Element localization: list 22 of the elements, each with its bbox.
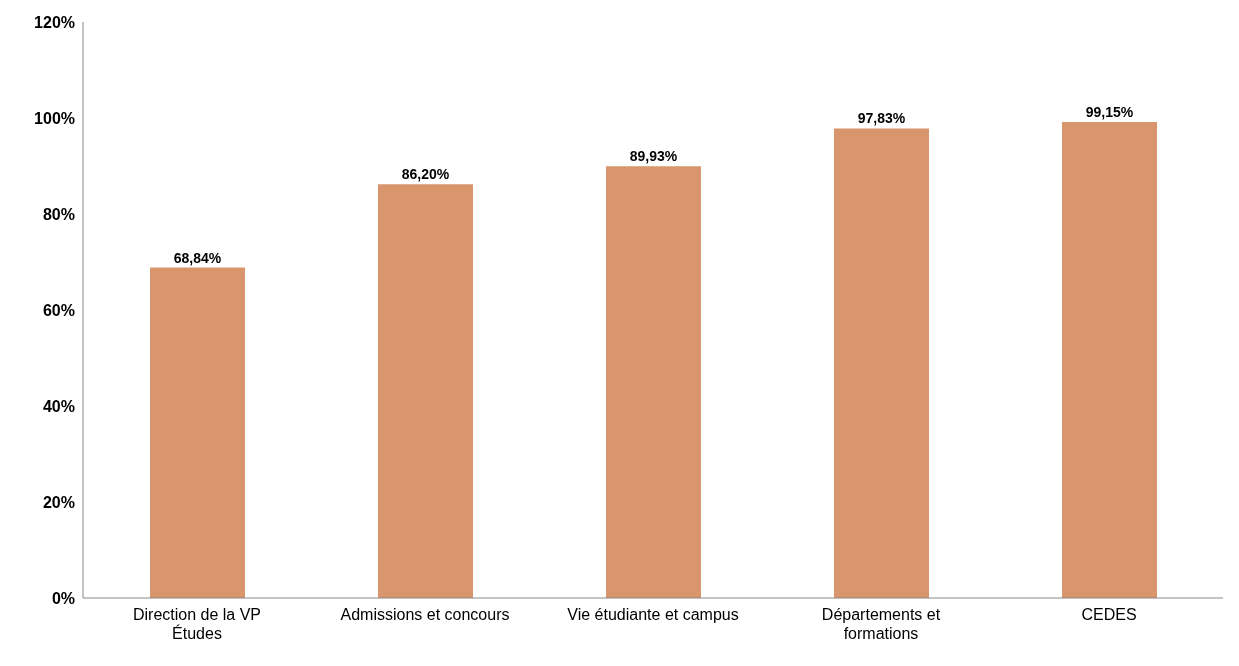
data-label: 97,83% xyxy=(857,110,906,127)
x-tick-label: Direction de la VP Études xyxy=(132,606,262,642)
bar xyxy=(150,267,245,598)
x-tick-label: CEDES xyxy=(1081,606,1137,623)
bar xyxy=(1062,122,1157,598)
y-tick-label: 80% xyxy=(42,205,75,223)
y-tick-label: 20% xyxy=(42,493,75,511)
bar xyxy=(606,166,701,598)
y-tick-label: 40% xyxy=(42,397,75,415)
data-label: 68,84% xyxy=(173,249,222,266)
y-tick-label: 120% xyxy=(34,13,75,31)
data-label: 89,93% xyxy=(629,148,678,165)
x-tick-label: Départements et formations xyxy=(821,606,941,642)
y-tick-label: 100% xyxy=(34,109,75,127)
x-tick-label: Admissions et concours xyxy=(340,606,510,623)
x-tick-label: Vie étudiante et campus xyxy=(567,606,739,623)
y-tick-label: 0% xyxy=(51,589,75,607)
bar xyxy=(378,184,473,598)
y-tick-label: 60% xyxy=(42,301,75,319)
data-label: 99,15% xyxy=(1085,104,1134,121)
data-label: 86,20% xyxy=(401,166,450,183)
bar xyxy=(834,128,929,598)
